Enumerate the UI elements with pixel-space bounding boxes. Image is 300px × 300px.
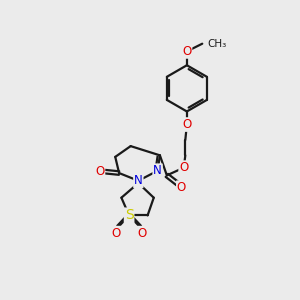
Text: N: N [153,164,162,177]
Text: N: N [134,174,143,187]
Text: CH₃: CH₃ [207,39,226,49]
Text: O: O [95,165,104,178]
Text: O: O [111,226,121,240]
Text: O: O [182,45,191,58]
Text: O: O [179,161,188,174]
Text: O: O [182,118,191,131]
Text: O: O [177,181,186,194]
Text: S: S [125,208,134,222]
Text: O: O [138,226,147,240]
